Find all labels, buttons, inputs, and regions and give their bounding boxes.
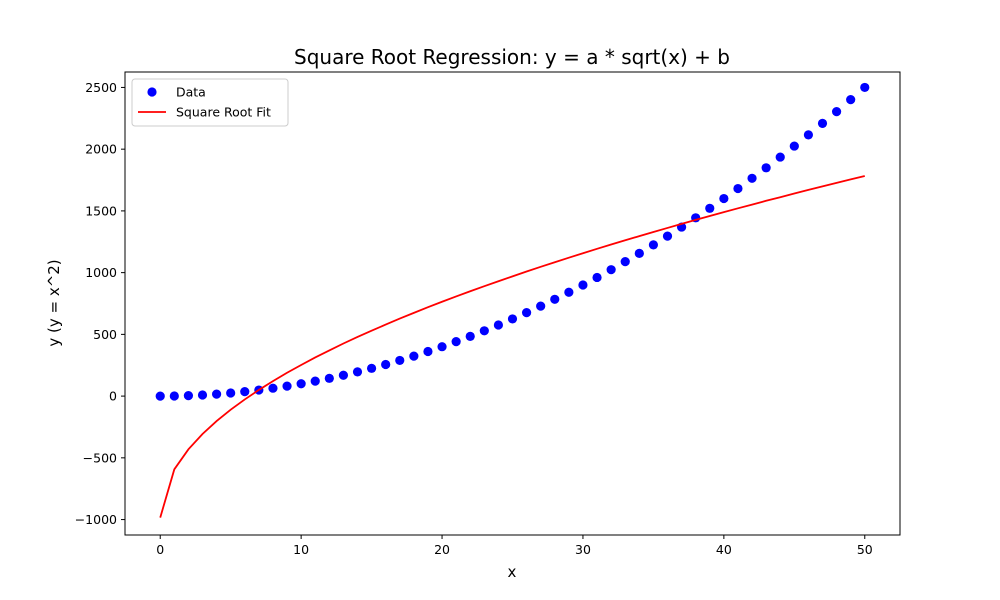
fit-line: [159, 175, 865, 518]
data-point: [338, 370, 349, 380]
data-point: [719, 193, 729, 204]
legend-label: Data: [176, 85, 206, 100]
data-point: [155, 391, 165, 401]
data-point: [634, 248, 644, 258]
x-tick-label: 50: [857, 542, 873, 557]
data-point: [352, 367, 363, 377]
data-point: [846, 95, 856, 105]
legend-label: Square Root Fit: [176, 105, 271, 120]
data-point: [860, 82, 870, 93]
x-tick-label: 30: [575, 542, 591, 557]
data-point: [592, 272, 602, 283]
x-tick-label: 10: [293, 542, 309, 557]
data-point: [521, 308, 532, 318]
data-point: [197, 390, 208, 400]
y-tick-label: 2500: [85, 80, 117, 95]
data-point: [296, 379, 306, 389]
data-point: [775, 152, 785, 162]
y-tick-label: −1000: [75, 512, 117, 527]
data-point: [817, 118, 828, 128]
y-tick-label: 500: [93, 327, 117, 342]
data-point: [493, 320, 504, 330]
data-point: [705, 203, 715, 213]
data-point: [479, 326, 489, 336]
data-point: [536, 301, 546, 311]
data-point: [226, 388, 236, 398]
data-point: [183, 391, 194, 401]
data-point: [606, 265, 616, 275]
y-tick-label: −500: [83, 450, 117, 465]
data-point: [324, 373, 334, 383]
y-tick-label: 0: [109, 389, 117, 404]
data-point: [620, 257, 630, 267]
x-tick-label: 0: [156, 542, 164, 557]
x-tick-label: 40: [716, 542, 732, 557]
data-point: [662, 231, 673, 241]
data-point: [240, 387, 250, 397]
data-point: [310, 376, 320, 386]
axes-frame: [124, 71, 901, 536]
x-tick-label: 20: [434, 542, 450, 557]
data-point: [550, 294, 560, 304]
data-point: [211, 389, 222, 399]
data-point: [381, 359, 391, 370]
data-point: [169, 391, 179, 401]
data-point: [282, 381, 292, 391]
data-point: [268, 383, 278, 393]
y-axis-title: y (y = x^2): [45, 259, 63, 346]
data-point: [648, 240, 659, 250]
legend: Data Square Root Fit: [131, 78, 289, 127]
data-point: [578, 280, 588, 290]
legend-box: [131, 78, 289, 127]
data-point: [733, 183, 743, 194]
plot-area: 0 10 20 30 40 50 −1000 −500 0 500 1000 1500 2000 2500: [75, 71, 901, 557]
data-point: [761, 163, 771, 173]
data-point: [437, 342, 447, 352]
data-point: [366, 363, 377, 373]
data-point: [507, 314, 518, 324]
data-point: [409, 351, 419, 361]
data-point: [789, 141, 799, 151]
data-point: [423, 346, 433, 357]
y-tick-label: 1000: [85, 265, 117, 280]
data-point: [564, 287, 574, 297]
data-point: [395, 355, 405, 366]
data-point: [451, 337, 461, 347]
y-tick-label: 2000: [85, 142, 117, 157]
data-point: [747, 173, 757, 183]
chart-title: Square Root Regression: y = a * sqrt(x) …: [294, 45, 730, 69]
data-point: [831, 107, 842, 117]
legend-point-marker: [147, 87, 157, 97]
y-tick-label: 1500: [85, 203, 117, 218]
data-point: [465, 331, 475, 341]
x-axis-title: x: [508, 563, 517, 581]
data-point: [803, 130, 814, 140]
